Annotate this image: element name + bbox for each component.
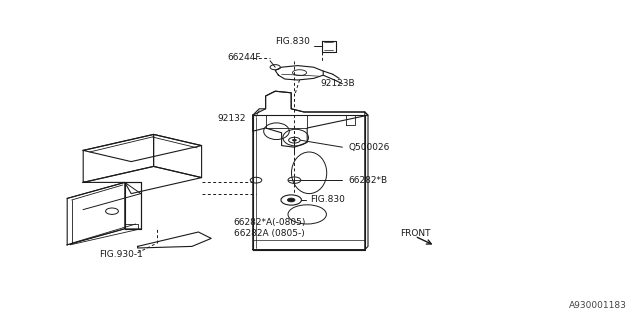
Text: Q500026: Q500026 [349, 143, 390, 152]
Text: 92132: 92132 [218, 114, 246, 123]
Circle shape [292, 139, 296, 141]
Text: 92123B: 92123B [320, 79, 355, 88]
Text: 66282*B: 66282*B [349, 176, 388, 185]
Text: 66282*A(-0805): 66282*A(-0805) [234, 218, 306, 227]
Text: FIG.930-1: FIG.930-1 [99, 250, 143, 259]
Text: FRONT: FRONT [400, 229, 431, 238]
Text: FIG.830: FIG.830 [310, 196, 345, 204]
Circle shape [287, 198, 295, 202]
Text: A930001183: A930001183 [570, 301, 627, 310]
Text: 66244F: 66244F [227, 53, 260, 62]
Text: 66282A (0805-): 66282A (0805-) [234, 229, 305, 238]
Text: FIG.830: FIG.830 [275, 37, 310, 46]
